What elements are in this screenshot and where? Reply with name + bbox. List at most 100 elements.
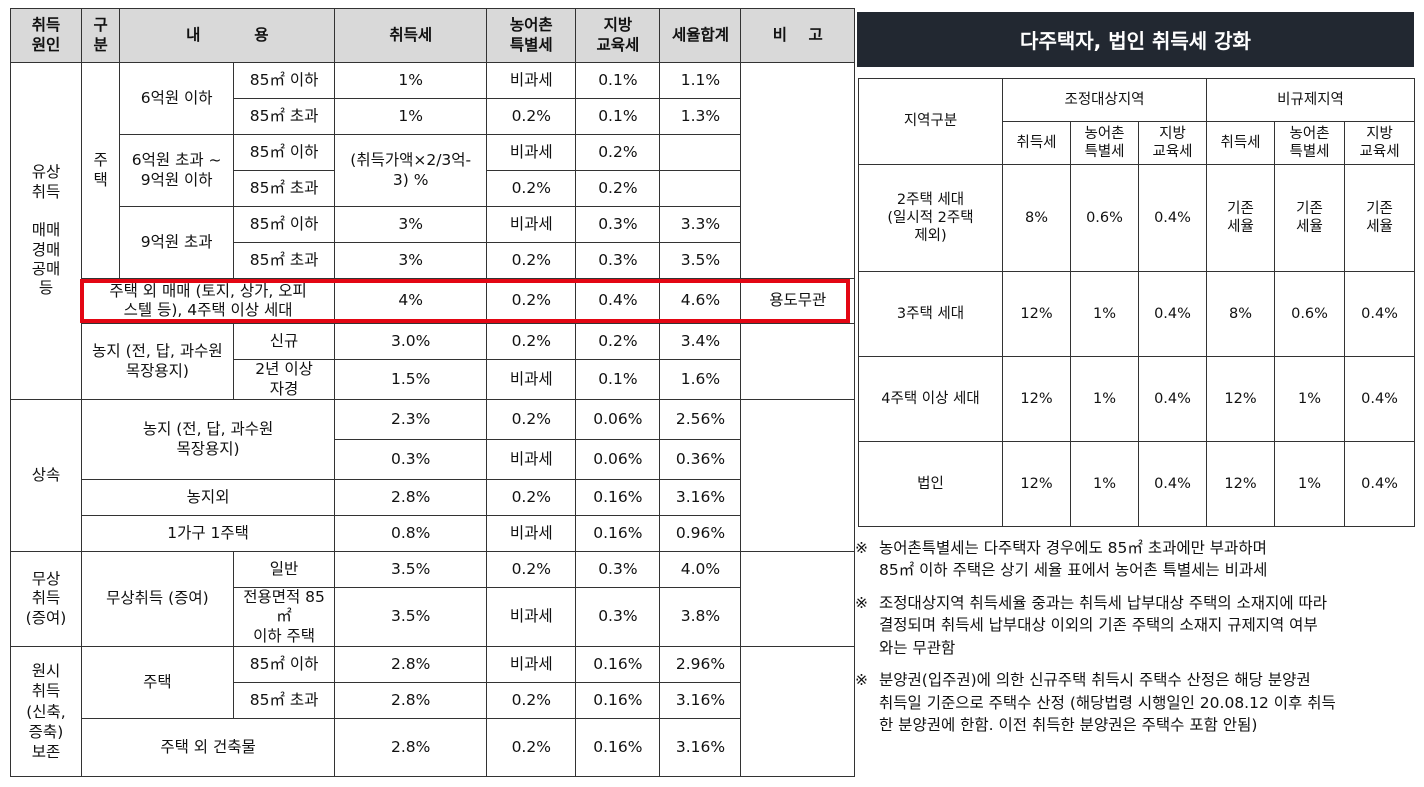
- subheader-tax: 취득세: [1002, 121, 1071, 165]
- cell-rural: 0.2%: [486, 718, 577, 778]
- note-mark: ※: [855, 593, 868, 612]
- header-content: 내 용: [119, 8, 336, 63]
- subheader-rural: 농어촌 특별세: [1274, 121, 1346, 165]
- cell-total: 0.96%: [659, 515, 742, 552]
- cell-total: 3.16%: [659, 682, 742, 720]
- non-house-building-label: 주택 외 건축물: [80, 718, 336, 778]
- area-le: 85㎡ 이하: [232, 206, 336, 243]
- table-row: 4주택 이상 세대 12% 1% 0.4% 12% 1% 0.4%: [858, 356, 1416, 442]
- panel-title: 다주택자, 법인 취득세 강화: [857, 12, 1414, 67]
- cell-value: 0.6%: [1070, 164, 1139, 272]
- cell-value: 0.4%: [1344, 441, 1416, 527]
- table-row: 0.3% 비과세 0.06% 0.36%: [11, 439, 855, 480]
- cell-value: 0.4%: [1344, 271, 1416, 357]
- row-label: 3주택 세대: [858, 271, 1003, 357]
- farm-new: 신규: [232, 323, 336, 360]
- table-row: 9억원 초과 85㎡ 이하 3% 비과세 0.3% 3.3%: [11, 206, 855, 279]
- cell-total: 3.5%: [659, 242, 742, 279]
- area-le: 85㎡ 이하: [232, 134, 336, 171]
- row-label: 법인: [858, 441, 1003, 527]
- table-row: 상속 농지 (전, 답, 과수원 목장용지) 2.3% 0.2% 0.06% 2…: [10, 399, 855, 552]
- cell-tax: 1%: [334, 62, 488, 99]
- cell-total: 0.36%: [659, 439, 742, 480]
- cell-rural: 0.2%: [486, 399, 577, 440]
- cell-total: 2.96%: [659, 646, 742, 684]
- cell-total-empty: [659, 170, 742, 207]
- cell-total: 3.3%: [659, 206, 742, 243]
- table-row: 85㎡ 초과 0.2% 0.2%: [11, 170, 855, 207]
- cell-tax: 2.8%: [334, 682, 488, 720]
- adjusted-region-header: 조정대상지역: [1001, 78, 1208, 122]
- cell-tax: 4%: [334, 278, 488, 324]
- cell-value: 8%: [1002, 164, 1071, 272]
- note-line: 취득일 기준으로 주택수 산정 (해당법령 시행일인 20.08.12 이후 취…: [879, 693, 1336, 712]
- cell-rural: 0.2%: [486, 278, 577, 324]
- non-house-label: 주택 외 매매 (토지, 상가, 오피 스텔 등), 4주택 이상 세대: [80, 278, 336, 324]
- cell-rural: 0.2%: [486, 682, 577, 720]
- price-group-3: 9억원 초과: [119, 206, 234, 279]
- cell-value: 0.4%: [1344, 356, 1416, 442]
- cell-tax: 3.0%: [334, 323, 488, 360]
- cell-total: 1.6%: [659, 359, 742, 400]
- cell-note-empty: [740, 323, 855, 400]
- table-row: 농지외 2.8% 0.2% 0.16% 3.16%: [11, 479, 855, 516]
- footnote: ※ 조정대상지역 취득세율 중과는 취득세 납부대상 주택의 소재지에 따라 결…: [855, 592, 1420, 659]
- multi-home-tax-table: 지역구분 조정대상지역 비규제지역 취득세 농어촌 특별세 지방 교육세 취득세…: [858, 78, 1416, 527]
- cell-rural: 비과세: [486, 62, 577, 99]
- footnote: ※ 분양권(입주권)에 의한 신규주택 취득시 주택수 산정은 해당 분양권 취…: [855, 669, 1420, 736]
- cell-value: 12%: [1206, 356, 1276, 442]
- cell-edu: 0.2%: [575, 323, 661, 360]
- cell-edu: 0.2%: [575, 170, 661, 207]
- gift-small: 전용면적 85㎡ 이하 주택: [232, 586, 336, 648]
- cell-value: 0.4%: [1137, 164, 1208, 272]
- cell-edu: 0.1%: [575, 98, 661, 135]
- cell-total-empty: [659, 134, 742, 171]
- subheader-edu: 지방 교육세: [1137, 121, 1208, 165]
- cell-rural: 비과세: [486, 586, 577, 648]
- cell-total: 1.3%: [659, 98, 742, 135]
- cell-tax: 2.8%: [334, 646, 488, 684]
- cell-edu: 0.16%: [575, 515, 661, 552]
- subheader-rural: 농어촌 특별세: [1070, 121, 1139, 165]
- cell-edu: 0.3%: [575, 551, 661, 588]
- cell-edu: 0.3%: [575, 586, 661, 648]
- cell-total: 2.56%: [659, 399, 742, 440]
- note-line: 85㎡ 이하 주택은 상기 세율 표에서 농어촌 특별세는 비과세: [879, 561, 1268, 580]
- cell-rural: 비과세: [486, 134, 577, 171]
- cell-rural: 0.2%: [486, 98, 577, 135]
- cell-edu: 0.16%: [575, 682, 661, 720]
- cell-total: 4.6%: [659, 278, 742, 324]
- cell-rural: 0.2%: [486, 479, 577, 516]
- table-header-row: 취득 원인 구 분 내 용 취득세 농어촌 특별세 지방 교육세 세율합계 비 …: [10, 8, 855, 63]
- region-header: 지역구분: [858, 78, 1003, 165]
- subheader-row: 취득세 농어촌 특별세 지방 교육세 취득세 농어촌 특별세 지방 교육세: [859, 121, 1416, 165]
- cell-value: 0.4%: [1137, 356, 1208, 442]
- non-farmland-label: 농지외: [80, 479, 336, 516]
- cause-free: 무상 취득 (증여): [10, 550, 82, 648]
- cell-note-empty: [740, 646, 855, 778]
- cell-edu: 0.06%: [575, 439, 661, 480]
- header-row: 지역구분 조정대상지역 비규제지역: [858, 78, 1416, 165]
- header-total: 세율합계: [659, 8, 742, 63]
- cell-value: 8%: [1206, 271, 1276, 357]
- class-house: 주 택: [80, 62, 121, 279]
- table-row: 전용면적 85㎡ 이하 주택 3.5% 비과세 0.3% 3.8%: [11, 586, 855, 648]
- area-le: 85㎡ 이하: [232, 646, 336, 684]
- cell-value: 1%: [1070, 441, 1139, 527]
- gift-general: 일반: [232, 551, 336, 588]
- one-house-label: 1가구 1주택: [80, 515, 336, 552]
- header-class: 구 분: [80, 8, 121, 63]
- header-edu: 지방 교육세: [575, 8, 661, 63]
- cell-total: 3.16%: [659, 718, 742, 778]
- cell-tax: 3%: [334, 206, 488, 243]
- footnotes: ※ 농어촌특별세는 다주택자 경우에도 85㎡ 초과에만 부과하며 85㎡ 이하…: [855, 537, 1420, 747]
- cell-rural: 비과세: [486, 515, 577, 552]
- price-group-1: 6억원 이하: [119, 62, 234, 135]
- gift-label: 무상취득 (증여): [80, 550, 234, 648]
- table-row: 법인 12% 1% 0.4% 12% 1% 0.4%: [858, 441, 1416, 527]
- cell-rural: 비과세: [486, 439, 577, 480]
- cell-edu: 0.16%: [575, 479, 661, 516]
- header-cause: 취득 원인: [10, 8, 82, 63]
- table-row: 무상 취득 (증여) 무상취득 (증여) 일반 3.5% 0.2% 0.3% 4…: [10, 550, 855, 648]
- farmland-label: 농지 (전, 답, 과수원 목장용지): [80, 399, 336, 480]
